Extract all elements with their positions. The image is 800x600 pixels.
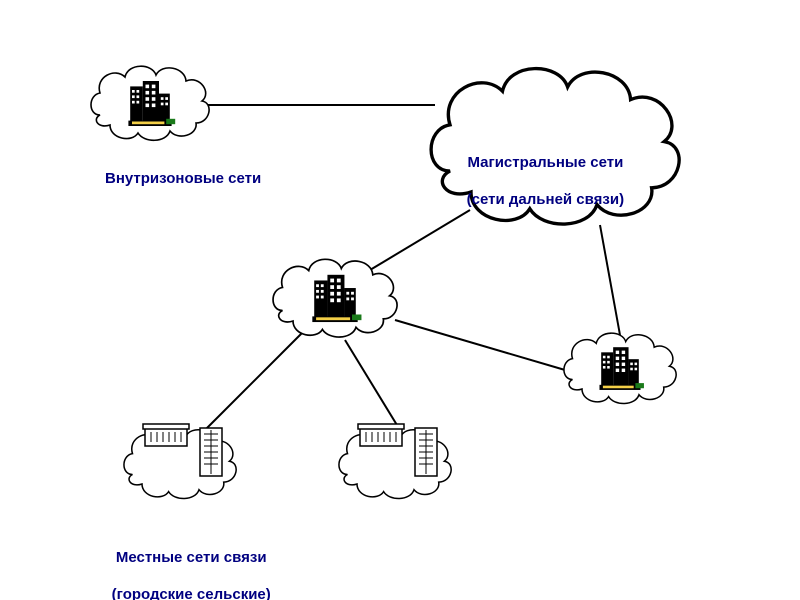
local-building <box>358 424 404 446</box>
label-backbone: Магистральные сети (сети дальней связи) <box>450 135 624 229</box>
edge <box>395 320 565 370</box>
city-icon <box>128 81 175 126</box>
diagram-stage: Внутризоновые сети Магистральные сети (с… <box>0 0 800 600</box>
cloud-node <box>564 333 676 403</box>
local-building <box>143 424 189 446</box>
edge <box>345 340 400 430</box>
label-local-line2: (городские сельские) <box>112 586 271 600</box>
local-building <box>415 428 437 476</box>
nodes-layer <box>0 0 800 600</box>
local-building <box>200 428 222 476</box>
cloud-node <box>339 428 451 498</box>
edge <box>600 225 620 335</box>
edge <box>205 330 305 430</box>
city-icon <box>312 275 361 322</box>
label-backbone-line2: (сети дальней связи) <box>467 191 624 208</box>
label-intrazone: Внутризоновые сети <box>105 170 261 189</box>
cloud-node <box>273 259 397 337</box>
cloud-node <box>124 428 236 498</box>
label-local: Местные сети связи (городские сельские) <box>95 530 271 600</box>
cloud-node <box>91 66 209 140</box>
edges-layer <box>0 0 800 600</box>
label-backbone-line1: Магистральные сети <box>467 154 623 171</box>
label-local-line1: Местные сети связи <box>116 549 267 566</box>
city-icon <box>599 347 643 390</box>
